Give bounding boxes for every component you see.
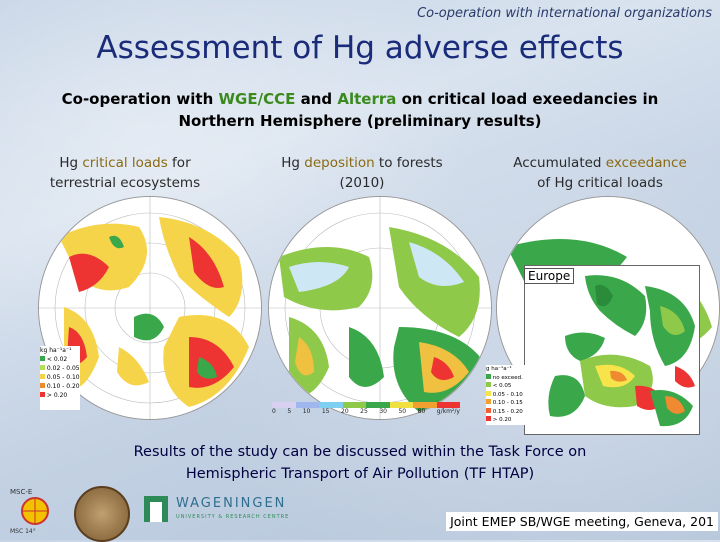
caption-exceedance: Accumulated exceedance of Hg critical lo…	[495, 153, 705, 193]
legend-item: 0.10 - 0.20	[40, 382, 80, 391]
legend-item: < 0.05	[486, 382, 526, 391]
legend-item: 0.02 - 0.05	[40, 364, 80, 373]
legend-item: > 0.20	[40, 391, 80, 400]
caption-line2: terrestrial ecosystems	[49, 175, 201, 191]
caption-line2: of Hg critical loads	[537, 175, 663, 191]
caption-deposition: Hg deposition to forests (2010)	[262, 153, 462, 193]
caption-highlight: deposition	[304, 155, 375, 171]
msce-logo: MSC-E MSC 14°	[10, 488, 62, 536]
europe-inset	[524, 265, 700, 435]
legend-item: 0.15 - 0.20	[486, 407, 526, 417]
results-line2: Hemispheric Transport of Air Pollution (…	[185, 466, 535, 482]
deposition-map	[268, 196, 492, 420]
legend-item: no exceed.	[486, 373, 526, 383]
wageningen-logo: WAGENINGEN UNIVERSITY & RESEARCH CENTRE	[142, 494, 292, 528]
subtitle-alterra: Alterra	[337, 90, 397, 108]
scale-colors	[272, 402, 460, 408]
critical-loads-map	[38, 196, 262, 420]
slide-subtitle: Co-operation with WGE/CCE and Alterra on…	[20, 88, 700, 132]
critical-loads-legend: kg ha⁻¹a⁻¹ < 0.02 0.02 - 0.05 0.05 - 0.1…	[40, 346, 80, 410]
legend-item: 0.05 - 0.10	[40, 373, 80, 382]
caption-highlight: exceedance	[605, 155, 687, 171]
caption-text: Hg	[59, 155, 83, 171]
legend-item: 0.10 - 0.15	[486, 399, 526, 408]
caption-text: to forests	[374, 155, 443, 171]
msce-logo-top: MSC-E	[10, 488, 33, 496]
legend-item: 0.05 - 0.10	[486, 390, 526, 400]
slide-title: Assessment of Hg adverse effects	[96, 30, 624, 66]
deposition-scale: 0 5 10 15 20 25 30 50 80 g/km²/y	[272, 402, 460, 424]
legend-unit: kg ha⁻¹a⁻¹	[40, 347, 72, 354]
msce-logo-bottom: MSC 14°	[10, 528, 36, 535]
caption-line2: (2010)	[339, 175, 385, 191]
caption-text: Accumulated	[513, 155, 606, 171]
caption-highlight: critical loads	[82, 155, 168, 171]
legend-unit: g ha⁻¹a⁻¹	[486, 366, 512, 372]
caption-text: Hg	[281, 155, 305, 171]
europe-label: Europe	[524, 268, 575, 284]
globe-icon	[21, 497, 49, 525]
subtitle-line2: Northern Hemisphere (preliminary results…	[178, 112, 542, 130]
subtitle-part: on critical load exeedancies in	[396, 90, 659, 108]
exceedance-legend: g ha⁻¹a⁻¹ no exceed. < 0.05 0.05 - 0.10 …	[486, 365, 526, 425]
subtitle-part: Co-operation with	[61, 90, 219, 108]
footer-meeting: Joint EMEP SB/WGE meeting, Geneva, 201	[446, 512, 718, 531]
legend-item: < 0.02	[40, 355, 80, 364]
wageningen-subtitle: UNIVERSITY & RESEARCH CENTRE	[176, 514, 290, 520]
results-line1: Results of the study can be discussed wi…	[133, 444, 587, 460]
caption-text: for	[167, 155, 191, 171]
subtitle-wge: WGE/CCE	[218, 90, 296, 108]
scale-ticks: 0 5 10 15 20 25 30 50 80 g/km²/y	[272, 408, 460, 415]
wageningen-name: WAGENINGEN	[176, 496, 287, 511]
legend-item: > 0.20	[486, 416, 526, 425]
emep-logo	[74, 486, 130, 542]
subtitle-part: and	[295, 90, 338, 108]
top-note: Co-operation with international organiza…	[417, 6, 712, 21]
caption-critical-loads: Hg critical loads for terrestrial ecosys…	[30, 153, 220, 193]
scale-unit: g/km²/y	[436, 408, 460, 415]
wageningen-emblem-icon	[144, 496, 168, 522]
results-note: Results of the study can be discussed wi…	[60, 441, 660, 485]
